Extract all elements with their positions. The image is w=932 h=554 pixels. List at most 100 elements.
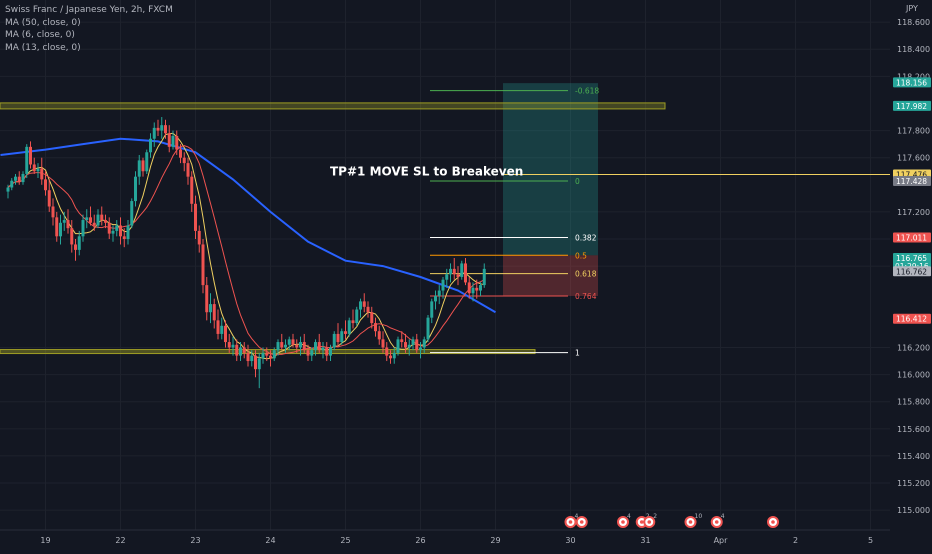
candle-body (441, 279, 445, 291)
event-marker-dot (771, 520, 775, 524)
candle-body (190, 176, 194, 204)
candle-body (374, 323, 377, 332)
candle-body (194, 203, 197, 231)
candle-body (149, 138, 152, 153)
time-tick-label: 2 (793, 536, 798, 545)
candle-body (134, 176, 137, 202)
candle-body (152, 127, 156, 139)
price-label-bg (893, 77, 931, 88)
price-tick-label: 116.200 (897, 343, 930, 352)
event-marker-dot (647, 520, 652, 524)
event-count: 10 (695, 513, 703, 520)
time-tick-label: 23 (190, 536, 200, 545)
candle-body (336, 333, 340, 343)
candle-body (167, 133, 171, 147)
candle-body (81, 220, 85, 237)
price-tick-label: 118.400 (897, 45, 930, 54)
price-tick-label: 115.800 (897, 398, 930, 407)
candle-body (216, 320, 220, 334)
candle-body (434, 295, 437, 302)
time-tick-label: 30 (565, 536, 575, 545)
price-tick-label: 116.000 (897, 371, 930, 380)
price-tick-label: 118.200 (897, 72, 930, 81)
candle-body (460, 263, 464, 277)
candle-body (422, 339, 426, 348)
candle-body (344, 331, 347, 334)
price-label: 116.762 (896, 267, 927, 276)
candle-body (111, 230, 115, 234)
candle-body (59, 222, 62, 237)
candle-body (359, 301, 362, 310)
candle-body (381, 339, 385, 348)
price-label: 117.982 (896, 102, 927, 111)
position-stop-zone (503, 255, 598, 296)
candle-body (89, 217, 92, 223)
candle-body (321, 347, 325, 351)
candle-body (14, 176, 17, 181)
candle-body (246, 352, 250, 362)
time-tick-label: 24 (265, 536, 275, 545)
candle-body (471, 287, 475, 294)
fib-level-label: 0 (575, 177, 580, 186)
legend-ma-6[interactable]: MA (6, close, 0) (5, 30, 75, 40)
annotation-text: TP#1 MOVE SL to Breakeven (330, 164, 523, 178)
candle-body (220, 325, 224, 334)
candle-body (269, 355, 272, 359)
candle-body (141, 160, 145, 172)
candle-body (122, 236, 126, 240)
candle-body (306, 350, 310, 356)
candle-body (404, 342, 407, 348)
legend-ma-13[interactable]: MA (13, close, 0) (5, 42, 81, 53)
candle-body (257, 358, 261, 370)
currency-label: JPY (905, 4, 918, 13)
candle-body (332, 333, 336, 348)
fib-level-label: 0.618 (575, 270, 597, 279)
candle-body (411, 339, 415, 345)
candle-body (77, 236, 81, 250)
candle-body (32, 164, 36, 172)
candle-body (47, 190, 51, 207)
event-count: 4 (721, 513, 725, 520)
candle-body (415, 339, 419, 351)
candle-body (464, 263, 467, 283)
candle-body (212, 304, 216, 321)
event-marker-dot (621, 520, 625, 524)
candle-body (51, 206, 55, 218)
candle-body (62, 220, 66, 223)
candle-body (430, 301, 434, 318)
candle-body (130, 201, 134, 226)
candle-body (36, 168, 40, 172)
time-tick-label: 19 (40, 536, 50, 545)
candle-body (452, 268, 456, 275)
time-tick-label: 26 (415, 536, 425, 545)
candle-body (126, 225, 130, 240)
ma-line-6 (7, 132, 485, 360)
fib-level-label: -0.618 (575, 87, 599, 96)
price-label: 116.412 (896, 315, 927, 324)
price-tick-label: 115.000 (897, 506, 930, 515)
candle-body (186, 163, 190, 177)
candle-body (392, 352, 396, 359)
candle-body (276, 342, 280, 351)
candle-body (92, 222, 96, 226)
candle-body (295, 344, 299, 348)
candle-body (347, 320, 351, 334)
time-tick-label: 29 (490, 536, 500, 545)
candle-body (6, 187, 10, 192)
price-label: 116.765 (896, 254, 927, 263)
candle-body (299, 342, 302, 348)
candle-body (419, 347, 422, 351)
candle-body (74, 244, 77, 250)
candle-body (231, 344, 235, 348)
candle-body (351, 320, 355, 324)
event-count: 4 (627, 513, 631, 520)
legend-ma-50[interactable]: MA (50, close, 0) (5, 17, 81, 28)
price-tick-label: 117.800 (897, 127, 930, 136)
symbol-title[interactable]: Swiss Franc / Japanese Yen, 2h, FXCM (5, 5, 173, 15)
fib-level-label: 0.5 (575, 251, 587, 260)
candle-body (302, 342, 306, 351)
candle-body (239, 347, 242, 356)
candle-body (445, 274, 449, 280)
